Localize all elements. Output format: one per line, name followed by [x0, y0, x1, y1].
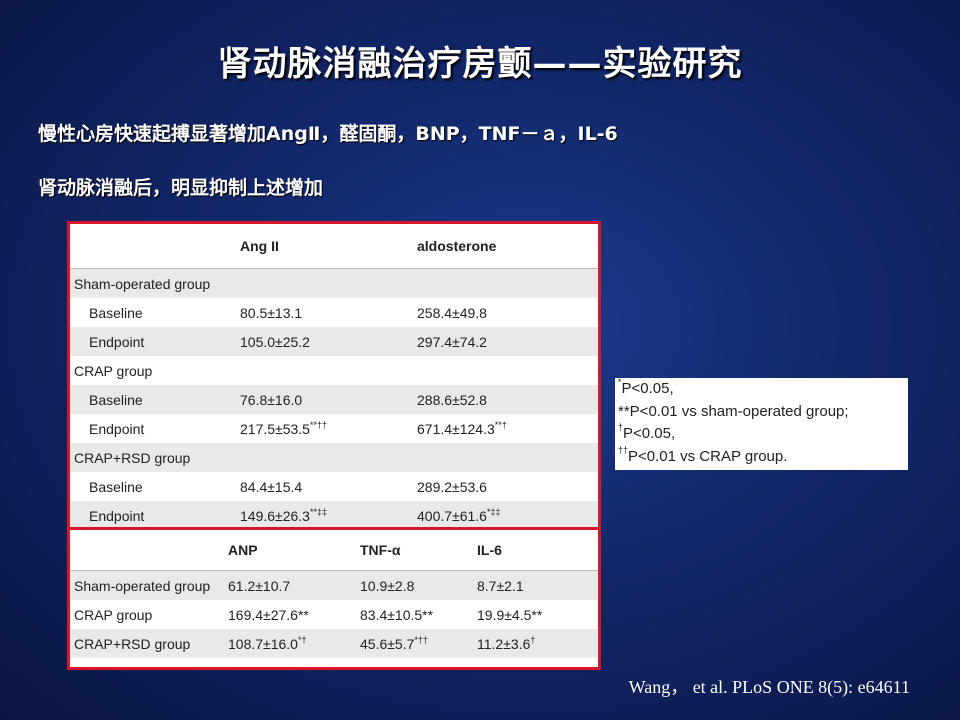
cell-aldosterone: 288.6±52.8 [417, 385, 598, 414]
slide-title: 肾动脉消融治疗房颤——实验研究 [217, 44, 743, 84]
significance-mark: *†† [414, 634, 428, 645]
legend-line: †P<0.05, [618, 422, 676, 443]
cell-aldosterone: 289.2±53.6 [417, 478, 487, 495]
cell-aldosterone: 258.4±49.8 [417, 304, 487, 321]
table-row: CRAP group 169.4±27.6** 83.4±10.5** 19.9… [70, 600, 598, 629]
table-row: CRAP+RSD group 108.7±16.0*† 45.6±5.7*†† … [70, 629, 598, 658]
col-header-aldosterone: aldosterone [417, 238, 497, 254]
table-anp-tnf-il6: ANP TNF-α IL-6 Sham-operated group 61.2±… [67, 527, 601, 670]
group-label: CRAP group [74, 362, 153, 379]
cell-aldosterone: 400.7±61.6*‡‡ [417, 501, 598, 530]
significance-mark: *† [297, 634, 307, 645]
legend-line: ††P<0.01 vs CRAP group. [618, 444, 788, 465]
header-blank [70, 530, 228, 571]
table-row: Endpoint 149.6±26.3**‡‡ 400.7±61.6*‡‡ [70, 501, 598, 530]
significance-mark: **†† [309, 419, 327, 430]
cell-anp: 61.2±10.7 [228, 570, 360, 600]
col-header-tnf: TNF-α [360, 542, 401, 558]
table-row: Sham-operated group 61.2±10.7 10.9±2.8 8… [70, 570, 598, 600]
cell-tnf: 45.6±5.7*†† [360, 629, 477, 658]
significance-mark: † [530, 634, 536, 645]
row-label: Baseline [89, 304, 143, 321]
legend-line: *P<0.05, [618, 377, 674, 398]
row-label: Endpoint [89, 420, 145, 437]
cell-angii: 105.0±25.2 [240, 327, 417, 356]
header-blank [70, 224, 240, 269]
significance-mark: *‡‡ [486, 506, 501, 517]
significance-legend: *P<0.05, **P<0.01 vs sham-operated group… [615, 378, 908, 470]
group-row: Sham-operated group [70, 268, 598, 298]
cell-il6: 11.2±3.6† [477, 629, 598, 658]
row-label: Endpoint [70, 501, 240, 530]
table-row: Baseline 80.5±13.1 258.4±49.8 [70, 298, 598, 327]
group-label: Sham-operated group [70, 268, 598, 298]
table-row: Baseline 84.4±15.4 289.2±53.6 [70, 472, 598, 501]
cell-anp: 169.4±27.6** [228, 606, 309, 623]
row-label: Baseline [70, 385, 240, 414]
col-header-il6: IL-6 [477, 542, 502, 558]
cell-tnf: 10.9±2.8 [360, 570, 477, 600]
citation: Wang， et al. PLoS ONE 8(5): e64611 [628, 677, 910, 697]
cell-angii: 217.5±53.5**†† [240, 419, 327, 437]
row-label: CRAP group [74, 606, 153, 623]
cell-angii: 149.6±26.3**‡‡ [240, 501, 417, 530]
col-header-angii: Ang II [240, 238, 279, 254]
cell-tnf: 83.4±10.5** [360, 606, 434, 623]
cell-aldosterone: 297.4±74.2 [417, 327, 598, 356]
group-row: CRAP group [70, 356, 598, 385]
cell-angii: 80.5±13.1 [240, 304, 303, 321]
row-label: CRAP+RSD group [70, 629, 228, 658]
table-row: Baseline 76.8±16.0 288.6±52.8 [70, 385, 598, 414]
bullet-finding-1: 慢性心房快速起搏显著增加AngⅡ，醛固酮，BNP，TNF－ａ，IL-6 [38, 123, 618, 145]
table-angii-aldosterone: Ang II aldosterone Sham-operated group B… [67, 221, 601, 532]
group-row: CRAP+RSD group [70, 443, 598, 472]
cell-angii: 76.8±16.0 [240, 385, 417, 414]
row-label: Baseline [89, 478, 143, 495]
table-row: Endpoint 217.5±53.5**†† 671.4±124.3**† [70, 414, 598, 443]
row-label: Endpoint [70, 327, 240, 356]
legend-line: **P<0.01 vs sham-operated group; [618, 402, 849, 420]
bullet-finding-2: 肾动脉消融后，明显抑制上述增加 [38, 177, 324, 199]
cell-il6: 8.7±2.1 [477, 570, 598, 600]
cell-aldosterone: 671.4±124.3**† [417, 419, 507, 437]
row-label: Sham-operated group [70, 570, 228, 600]
cell-il6: 19.9±4.5** [477, 606, 543, 623]
cell-angii: 84.4±15.4 [240, 478, 303, 495]
col-header-anp: ANP [228, 542, 258, 558]
significance-mark: **‡‡ [309, 506, 327, 517]
significance-mark: **† [494, 419, 507, 430]
group-label: CRAP+RSD group [70, 443, 598, 472]
cell-anp: 108.7±16.0*† [228, 629, 360, 658]
table-row: Endpoint 105.0±25.2 297.4±74.2 [70, 327, 598, 356]
